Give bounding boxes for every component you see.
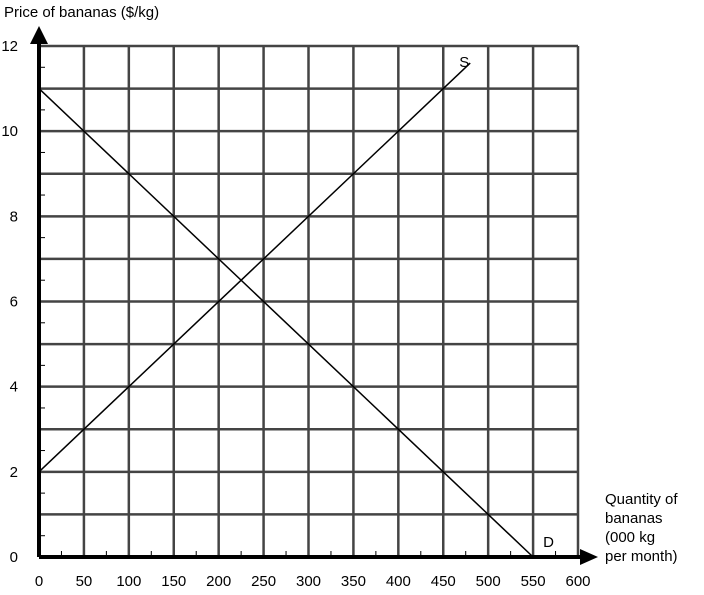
y-tick-label: 10 bbox=[1, 123, 18, 140]
y-axis-arrowhead bbox=[30, 26, 48, 44]
x-axis-title-line-2: bananas bbox=[605, 510, 663, 527]
y-axis-title: Price of bananas ($/kg) bbox=[4, 4, 159, 21]
x-tick-label: 250 bbox=[251, 573, 276, 590]
x-tick-label: 450 bbox=[431, 573, 456, 590]
axes bbox=[30, 26, 598, 565]
y-tick-label: 8 bbox=[10, 208, 18, 225]
y-tick-label: 0 bbox=[10, 549, 18, 566]
x-tick-label: 350 bbox=[341, 573, 366, 590]
x-axis-title-line-1: Quantity of bbox=[605, 491, 678, 508]
x-tick-label: 200 bbox=[206, 573, 231, 590]
curve-s bbox=[38, 62, 471, 473]
x-tick-label: 550 bbox=[521, 573, 546, 590]
x-tick-label: 600 bbox=[565, 573, 590, 590]
grid bbox=[39, 44, 580, 557]
curve-d bbox=[38, 88, 534, 558]
curves: SD bbox=[38, 54, 554, 558]
tick-labels: 0 2 4 6 8 10 12 0 50 100 150 200 250 300 350 400 450 500 5… bbox=[1, 38, 590, 590]
supply-curve-label: S bbox=[459, 54, 469, 71]
x-axis-title-line-4: per month) bbox=[605, 548, 678, 565]
x-tick-label: 400 bbox=[386, 573, 411, 590]
y-tick-label: 2 bbox=[10, 464, 18, 481]
x-tick-label: 500 bbox=[476, 573, 501, 590]
y-tick-label: 4 bbox=[10, 379, 18, 396]
y-tick-label: 6 bbox=[10, 294, 18, 311]
x-axis-arrowhead bbox=[580, 549, 598, 565]
x-axis-title-line-3: (000 kg bbox=[605, 529, 655, 546]
x-tick-label: 150 bbox=[161, 573, 186, 590]
x-tick-label: 300 bbox=[296, 573, 321, 590]
demand-curve-label: D bbox=[543, 534, 554, 551]
x-tick-label: 0 bbox=[35, 573, 43, 590]
y-tick-label: 12 bbox=[1, 38, 18, 55]
x-tick-label: 50 bbox=[76, 573, 93, 590]
x-tick-label: 100 bbox=[116, 573, 141, 590]
minor-ticks bbox=[39, 66, 557, 557]
